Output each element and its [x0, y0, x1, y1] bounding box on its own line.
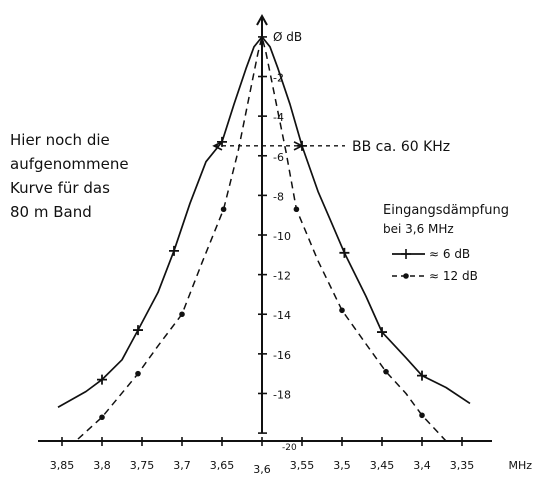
y-tick-label: -4 — [273, 111, 284, 124]
bandwidth-arrow-left — [212, 141, 223, 151]
data-point-circle — [293, 206, 300, 213]
legend-circle-swatch — [403, 273, 409, 279]
note-line: Kurve für das — [10, 179, 110, 197]
x-unit-label: MHz — [508, 459, 532, 472]
legend-cross-swatch — [401, 249, 411, 259]
y-tick-label: -18 — [273, 388, 291, 401]
note-line: 80 m Band — [10, 203, 92, 221]
x-tick-label: 3,75 — [130, 459, 155, 472]
markers — [97, 136, 427, 421]
data-point-circle — [339, 307, 345, 314]
data-point-circle — [179, 311, 185, 318]
data-point-circle — [135, 370, 141, 377]
x-tick-label: 3,5 — [333, 459, 351, 472]
legend-subtitle: bei 3,6 MHz — [383, 222, 454, 236]
bandwidth-label: BB ca. 60 KHz — [352, 139, 450, 155]
y-tick-label: -8 — [273, 190, 284, 203]
axes — [38, 13, 492, 447]
y-axis-arrow — [256, 13, 268, 26]
data-point-cross — [339, 247, 350, 258]
y-tick-label: -20 — [282, 443, 297, 453]
y-tick-label: -6 — [273, 151, 284, 164]
data-point-circle — [220, 206, 227, 213]
legend-label-solid: ≈ 6 dB — [429, 247, 470, 261]
x-tick-label: 3,65 — [210, 459, 235, 472]
labels: Ø dB -2 -4 -6 -8 -10 -12 -14 -16 -18 -20 3,85 3,8 3,7… — [10, 30, 532, 476]
data-point-circle — [99, 414, 105, 421]
legend-title: Eingangsdämpfung — [383, 203, 509, 218]
data-point-cross — [377, 327, 387, 338]
legend-label-dashed: ≈ 12 dB — [429, 269, 478, 283]
x-tick-label: 3,7 — [173, 459, 191, 472]
x-tick-label: 3,6 — [253, 463, 271, 476]
data-point-circle — [383, 368, 389, 375]
data-point-cross — [97, 374, 107, 385]
x-tick-label: 3,85 — [50, 459, 75, 472]
data-point-cross — [417, 370, 427, 381]
curves — [57, 36, 471, 442]
x-tick-label: 3,8 — [93, 459, 111, 472]
y-tick-label: -14 — [273, 309, 291, 322]
y-tick-label: -16 — [273, 349, 291, 362]
y-tick-label: Ø dB — [273, 30, 302, 44]
x-tick-label: 3,35 — [450, 459, 475, 472]
x-tick-label: 3,4 — [413, 459, 431, 472]
series-dashed-line — [77, 36, 447, 442]
y-tick-label: -10 — [273, 230, 291, 243]
note-line: aufgenommene — [10, 155, 129, 173]
data-point-cross — [169, 245, 179, 256]
y-tick-label: -2 — [273, 72, 284, 85]
bandwidth-arrow-right — [293, 141, 304, 151]
note-line: Hier noch die — [10, 131, 110, 149]
data-point-circle — [419, 412, 425, 419]
data-point-cross — [133, 325, 143, 336]
x-tick-label: 3,55 — [290, 459, 315, 472]
x-tick-label: 3,45 — [370, 459, 395, 472]
series-solid-line — [57, 36, 471, 409]
y-tick-label: -12 — [273, 270, 291, 283]
